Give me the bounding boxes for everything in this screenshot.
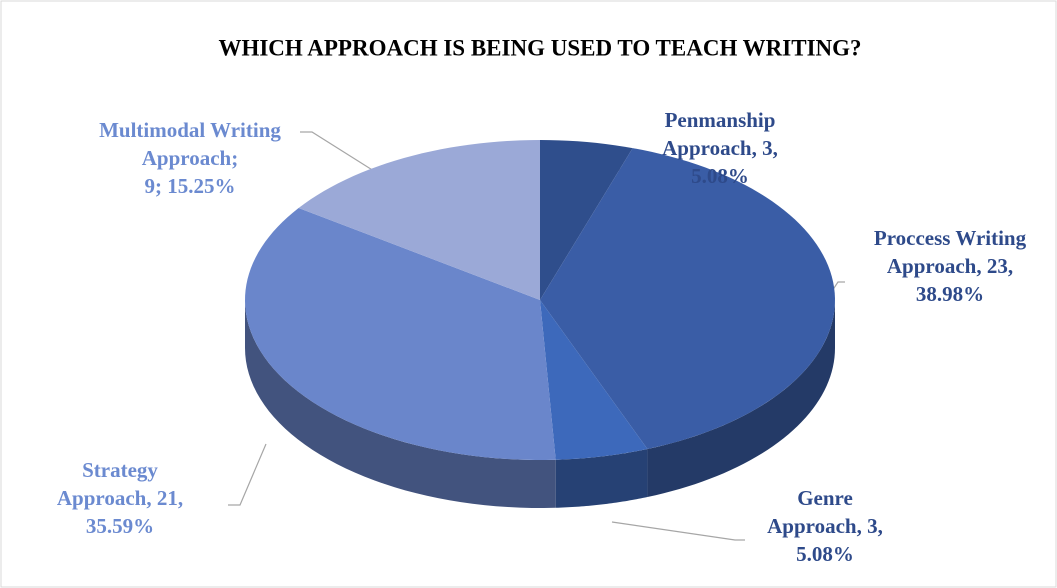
leader-line <box>611 521 745 541</box>
slice <box>540 140 633 300</box>
pie <box>245 140 835 508</box>
data-label: Multimodal Writing <box>99 118 281 142</box>
data-label: Approach; <box>142 146 238 170</box>
data-label: Approach, 23, <box>887 254 1013 278</box>
data-label: Strategy <box>82 458 158 482</box>
chart-title: WHICH APPROACH IS BEING USED TO TEACH WR… <box>218 35 861 60</box>
leader-line <box>228 443 267 506</box>
slice-side <box>555 449 648 508</box>
slice <box>540 300 648 460</box>
data-label: Approach, 3, <box>662 136 778 160</box>
data-label: 5.08% <box>796 542 854 566</box>
data-label: Approach, 21, <box>57 486 183 510</box>
data-label: Proccess Writing <box>874 226 1027 250</box>
data-label: 38.98% <box>916 282 984 306</box>
slice <box>540 148 835 450</box>
data-label: Approach, 3, <box>767 514 883 538</box>
slice-side <box>245 300 556 508</box>
data-label: Penmanship <box>665 108 776 132</box>
data-label: 9; 15.25% <box>145 174 236 198</box>
slice-side <box>647 300 835 498</box>
slice <box>298 140 540 300</box>
data-label: 5.08% <box>691 164 749 188</box>
data-label: Genre <box>797 486 853 510</box>
slice <box>245 208 556 460</box>
data-label: 35.59% <box>86 514 154 538</box>
